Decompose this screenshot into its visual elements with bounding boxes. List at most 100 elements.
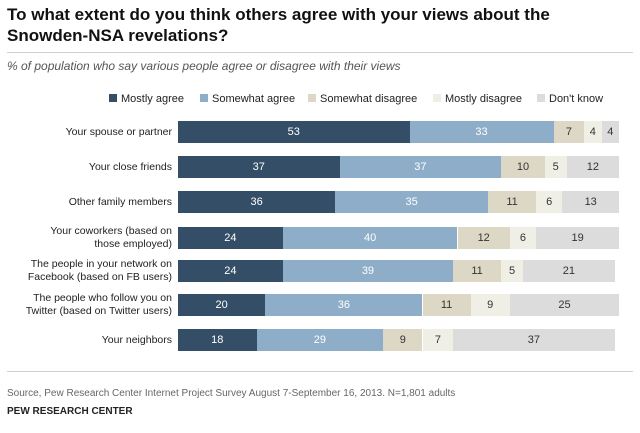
data-label: 11	[471, 265, 483, 277]
legend-item-0: Mostly agree	[109, 93, 184, 106]
bar-segment	[453, 329, 615, 351]
bar-segment	[256, 329, 384, 351]
legend-label: Somewhat agree	[212, 93, 296, 105]
data-label: 21	[562, 265, 575, 277]
category-label-line: Other family members	[68, 195, 172, 208]
data-label: 7	[565, 126, 572, 138]
legend-item-3: Mostly disagree	[433, 93, 522, 106]
bar-segment	[470, 294, 510, 316]
bar-segment	[422, 329, 454, 351]
bar-segment	[282, 260, 454, 282]
data-label: 25	[558, 299, 571, 311]
bar-segment	[383, 329, 423, 351]
data-label: 11	[440, 299, 453, 311]
bar-segment	[178, 329, 257, 351]
data-label: 5	[509, 265, 516, 277]
data-label: 35	[405, 196, 418, 208]
category-label: Your spouse or partner	[66, 126, 172, 139]
category-label: Your close friends	[89, 161, 172, 174]
organization-name: PEW RESEARCH CENTER	[7, 406, 133, 417]
chart-title: To what extent do you think others agree…	[7, 5, 550, 45]
data-label: 20	[215, 299, 228, 311]
bar-segment	[536, 227, 620, 249]
legend-item-4: Don't know	[537, 93, 603, 106]
legend-swatch	[200, 94, 208, 102]
data-label: 53	[287, 126, 300, 138]
bar-segment	[509, 294, 620, 316]
legend-swatch	[433, 94, 441, 102]
data-label: 13	[584, 196, 597, 208]
category-label-line: The people who follow you on	[33, 292, 172, 304]
data-label: 40	[364, 232, 377, 244]
bar-segment	[178, 156, 340, 178]
data-label: 29	[313, 334, 327, 346]
legend-label: Somewhat disagree	[320, 93, 418, 105]
legend-swatch	[109, 94, 117, 102]
bar-segment	[566, 156, 620, 178]
category-label-line: Your coworkers (based on	[50, 225, 172, 237]
legend-item-2: Somewhat disagree	[308, 93, 417, 106]
bar-segment	[178, 227, 283, 249]
data-label: 9	[399, 334, 406, 346]
source-note: Source, Pew Research Center Internet Pro…	[7, 388, 456, 399]
data-label: 5	[552, 161, 559, 173]
bar-segment	[178, 191, 336, 213]
bar-segment	[562, 191, 620, 213]
bar-segment	[178, 121, 410, 143]
category-label-line: Facebook (based on FB users)	[27, 271, 172, 283]
data-label: 4	[589, 126, 596, 138]
bar-segment	[457, 227, 510, 249]
bar-segment	[553, 121, 585, 143]
category-label-line: those employed)	[94, 238, 172, 250]
data-label: 6	[546, 196, 553, 208]
bar-segment	[584, 121, 602, 143]
legend-label: Mostly disagree	[445, 93, 523, 105]
data-label: 36	[337, 299, 351, 311]
data-label: 37	[414, 161, 427, 173]
data-label: 33	[475, 126, 488, 138]
bar-segment	[501, 156, 545, 178]
data-label: 6	[519, 232, 527, 244]
legend: Mostly agree Somewhat agree Somewhat disag…	[0, 93, 640, 107]
bar-segment	[339, 156, 502, 178]
category-label: Your coworkers (based on those employed)	[50, 225, 172, 251]
category-label: The people who follow you on Twitter (bas…	[26, 292, 172, 318]
category-label-line: Your spouse or partner	[65, 125, 172, 138]
category-label: The people in your network on Facebook (b…	[28, 258, 172, 284]
bar-segment	[335, 191, 488, 213]
bottom-rule	[7, 371, 633, 372]
category-label: Other family members	[69, 196, 172, 209]
data-label: 18	[211, 334, 224, 346]
category-label: Your neighbors	[102, 334, 172, 347]
data-label: 9	[487, 299, 494, 311]
bar-segment	[501, 260, 523, 282]
data-label: 39	[361, 265, 375, 277]
category-label-line: The people in your network on	[30, 258, 172, 270]
data-label: 37	[527, 334, 541, 346]
data-label: 4	[607, 126, 614, 138]
data-label: 10	[516, 161, 530, 173]
data-label: 24	[224, 232, 237, 244]
legend-swatch	[537, 94, 545, 102]
data-label: 12	[586, 161, 599, 173]
bar-segment	[523, 260, 615, 282]
bar-segment	[422, 294, 471, 316]
category-label-line: Your neighbors	[101, 333, 172, 346]
bar-segment	[509, 227, 537, 249]
data-label: 24	[224, 265, 237, 277]
category-label-line: Your close friends	[88, 160, 172, 173]
data-label: 12	[477, 232, 490, 244]
legend-swatch	[308, 94, 316, 102]
bar-segment	[265, 294, 423, 316]
data-label: 7	[434, 334, 441, 346]
bar-segment	[488, 191, 537, 213]
bar-segment	[178, 294, 266, 316]
data-label: 37	[252, 161, 265, 173]
category-label-line: Twitter (based on Twitter users)	[25, 305, 172, 317]
legend-item-1: Somewhat agree	[200, 93, 295, 106]
bar-segment	[601, 121, 620, 143]
bar-segment	[282, 227, 458, 249]
bar-segment	[409, 121, 554, 143]
data-label: 11	[506, 196, 518, 208]
bar-segment	[453, 260, 502, 282]
